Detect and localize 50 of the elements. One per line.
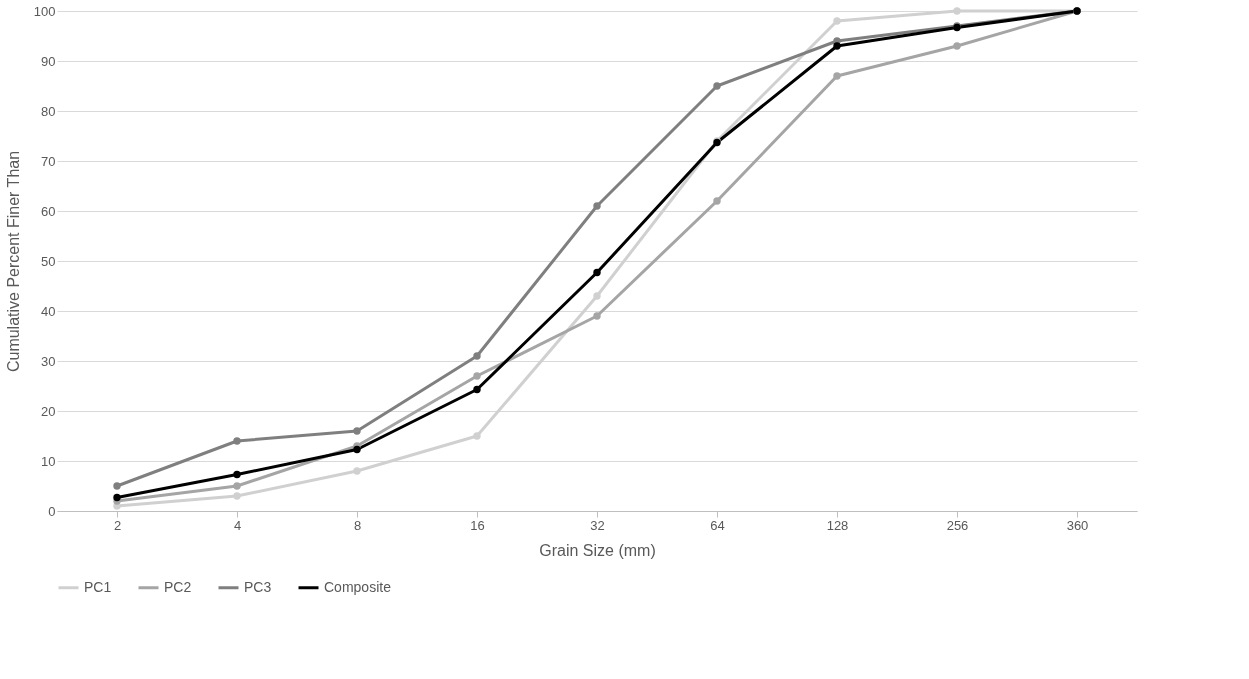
point: [953, 42, 961, 50]
point: [593, 312, 601, 320]
x-tick-label: 8: [353, 517, 362, 533]
x-tick-label: 360: [1066, 517, 1089, 533]
legend-label: PC1: [84, 578, 112, 595]
y-tick-label: 100: [33, 3, 56, 19]
legend-label: PC3: [244, 578, 272, 595]
point: [473, 432, 481, 440]
y-tick-label: 40: [41, 303, 56, 319]
x-tick-label: 2: [113, 517, 122, 533]
y-tick-label: 30: [41, 353, 56, 369]
legend-label: PC2: [164, 578, 192, 595]
x-axis-title: Grain Size (mm): [539, 541, 656, 559]
point: [593, 202, 601, 210]
point: [353, 427, 361, 435]
point: [233, 492, 241, 500]
x-tick-label: 32: [590, 517, 605, 533]
point: [473, 372, 481, 380]
point: [953, 7, 961, 15]
point: [113, 493, 121, 502]
x-tick-label: 4: [233, 517, 242, 533]
y-axis-title: Cumulative Percent Finer Than: [4, 150, 22, 373]
point: [353, 467, 361, 475]
x-tick-label: 256: [946, 517, 969, 533]
point: [833, 17, 841, 25]
point: [593, 268, 601, 277]
point: [473, 352, 481, 360]
point: [713, 197, 721, 205]
point: [233, 470, 241, 479]
point: [113, 482, 121, 490]
y-tick-label: 50: [41, 253, 56, 269]
y-tick-label: 70: [41, 153, 56, 169]
point: [833, 42, 841, 50]
x-tick-label: 64: [710, 517, 725, 533]
point: [233, 437, 241, 445]
y-tick-label: 90: [41, 53, 56, 69]
point: [593, 292, 601, 300]
x-tick-label: 16: [470, 517, 485, 533]
point: [473, 385, 481, 394]
y-tick-label: 10: [41, 453, 56, 469]
point: [833, 72, 841, 80]
y-tick-label: 80: [41, 103, 56, 119]
point: [713, 82, 721, 90]
x-tick-label: 128: [826, 517, 849, 533]
y-tick-label: 0: [48, 503, 56, 519]
point: [353, 445, 361, 454]
legend-label: Composite: [324, 578, 392, 595]
point: [233, 482, 241, 490]
y-tick-label: 60: [41, 203, 56, 219]
y-tick-label: 20: [41, 403, 56, 419]
